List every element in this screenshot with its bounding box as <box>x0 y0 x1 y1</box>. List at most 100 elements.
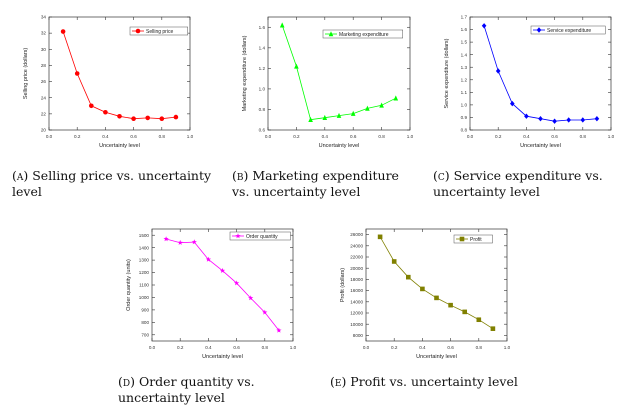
data-point <box>336 112 342 118</box>
y-tick-label: 700 <box>141 332 149 337</box>
data-point <box>294 63 299 69</box>
x-tick-label: 1.0 <box>407 134 414 139</box>
y-tick-label: 32 <box>41 31 47 36</box>
x-tick-label: 0.4 <box>419 345 426 350</box>
data-point <box>279 22 285 28</box>
x-tick-label: 0.2 <box>391 345 398 350</box>
plot-area: 0.0 0.2 0.4 0.6 0.8 1.0 0.6 0.8 1.0 1.2 1.4 1.6 Unce… <box>242 16 414 149</box>
legend: Selling price <box>129 26 188 36</box>
caption-text: Selling price vs. uncertainty level <box>12 168 212 199</box>
plot-area: 0.0 0.2 0.4 0.6 0.8 1.0 20 22 24 26 28 30 32 34 Uncert… <box>23 15 194 149</box>
x-tick-label: 0.6 <box>350 134 357 139</box>
legend-label: Service expenditure <box>547 28 591 34</box>
data-point <box>159 116 165 121</box>
data-point <box>379 102 384 108</box>
x-axis-label: Uncertainty level <box>416 354 457 360</box>
data-point <box>462 309 467 315</box>
data-point <box>328 31 334 37</box>
legend-label: Selling price <box>146 29 173 35</box>
x-tick-label: 0.6 <box>233 345 240 350</box>
data-point <box>434 295 439 301</box>
x-tick-label: 0.2 <box>74 134 81 139</box>
x-axis-label: Uncertainty level <box>202 354 243 360</box>
y-tick-label: 1.6 <box>259 25 266 30</box>
x-tick-label: 0.8 <box>378 134 385 139</box>
caption-label: (d) <box>118 374 135 389</box>
data-point <box>393 95 399 101</box>
y-tick-label: 16000 <box>350 288 363 293</box>
x-tick-label: 1.0 <box>504 345 511 350</box>
plot-area: 0.0 0.2 0.4 0.6 0.8 1.0 8000 10000 12000 14000 160… <box>340 228 511 360</box>
data-point <box>448 302 453 308</box>
y-tick-label: 28 <box>41 63 47 68</box>
caption-label: (b) <box>232 168 249 183</box>
data-point <box>377 234 383 240</box>
x-tick-label: 0.6 <box>551 134 558 139</box>
data-point <box>481 23 487 29</box>
data-point <box>191 239 197 245</box>
data-point <box>406 274 411 280</box>
chart-selling-price: 0.0 0.2 0.4 0.6 0.8 1.0 20 22 24 26 28 30 32 34 Uncert… <box>1 7 202 160</box>
x-tick-label: 0.0 <box>46 134 53 139</box>
data-point <box>219 267 226 273</box>
data-point <box>391 259 397 264</box>
y-tick-label: 800 <box>141 320 149 325</box>
y-tick-label: 1.0 <box>461 102 468 107</box>
chart-profit: 0.0 0.2 0.4 0.6 0.8 1.0 8000 10000 12000 14000 160… <box>318 219 519 371</box>
chart-svg: 0.0 0.2 0.4 0.6 0.8 1.0 0.8 0.9 1.0 1.1 1.2 1.3 1.4 1… <box>444 15 615 149</box>
x-tick-label: 1.0 <box>290 345 297 350</box>
data-point <box>163 236 169 242</box>
caption-text: Profit vs. uncertainty level <box>346 374 518 389</box>
y-tick-label: 20 <box>41 128 47 133</box>
data-point <box>580 117 586 123</box>
x-tick-label: 0.2 <box>495 134 502 139</box>
x-tick-label: 0.0 <box>467 134 474 139</box>
legend-box <box>129 26 188 36</box>
y-tick-label: 900 <box>141 307 149 312</box>
legend-box <box>453 234 493 244</box>
data-point <box>459 236 465 242</box>
data-point <box>476 317 482 323</box>
data-point <box>205 256 212 262</box>
caption-label: (e) <box>330 374 347 389</box>
y-tick-label: 22 <box>41 111 47 116</box>
chart-svg: 0.0 0.2 0.4 0.6 0.8 1.0 20 22 24 26 28 30 32 34 Uncert… <box>23 15 194 149</box>
data-point <box>135 28 141 34</box>
plot-frame <box>151 228 294 342</box>
data-point <box>117 113 122 119</box>
x-axis-label: Uncertainty level <box>99 143 140 149</box>
caption-b: (b) Marketing expenditure vs. uncertaint… <box>232 168 417 200</box>
chart-svg: 0.0 0.2 0.4 0.6 0.8 1.0 0.6 0.8 1.0 1.2 1.4 1.6 Unce… <box>242 16 414 149</box>
y-axis-label: Profit (dollars) <box>340 268 346 302</box>
y-tick-label: 30 <box>41 47 47 52</box>
caption-c: (c) Service expenditure vs. uncertainty … <box>433 168 633 200</box>
data-point <box>74 71 80 76</box>
x-tick-label: 0.8 <box>580 134 587 139</box>
x-tick-label: 0.8 <box>159 134 166 139</box>
chart-order-quantity: 0.0 0.2 0.4 0.6 0.8 1.0 700 800 900 1000 1100 1200 1… <box>104 219 305 371</box>
legend: Order quantity <box>229 231 291 241</box>
data-point <box>420 286 425 292</box>
legend: Service expenditure <box>530 25 606 35</box>
x-tick-label: 0.8 <box>476 345 483 350</box>
data-point <box>308 116 313 123</box>
legend: Profit <box>453 234 493 244</box>
y-tick-label: 14000 <box>350 299 363 304</box>
x-tick-label: 0.0 <box>149 345 156 350</box>
y-tick-label: 24000 <box>350 243 363 248</box>
y-tick-label: 1.1 <box>461 90 468 95</box>
y-tick-label: 8000 <box>353 333 364 338</box>
x-axis-label: Uncertainty level <box>520 143 561 149</box>
data-point <box>248 295 254 301</box>
chart-svg: 0.0 0.2 0.4 0.6 0.8 1.0 8000 10000 12000 14000 160… <box>340 228 511 360</box>
y-tick-label: 20000 <box>350 266 363 271</box>
data-point <box>538 116 543 122</box>
y-tick-label: 1100 <box>139 283 149 288</box>
data-point <box>173 114 179 120</box>
data-point <box>262 309 268 315</box>
caption-text: Service expenditure vs. uncertainty leve… <box>433 168 603 199</box>
y-tick-label: 26 <box>41 79 47 84</box>
x-axis-label: Uncertainty level <box>319 143 360 149</box>
x-tick-label: 0.4 <box>205 345 212 350</box>
y-tick-label: 1.4 <box>461 52 468 57</box>
